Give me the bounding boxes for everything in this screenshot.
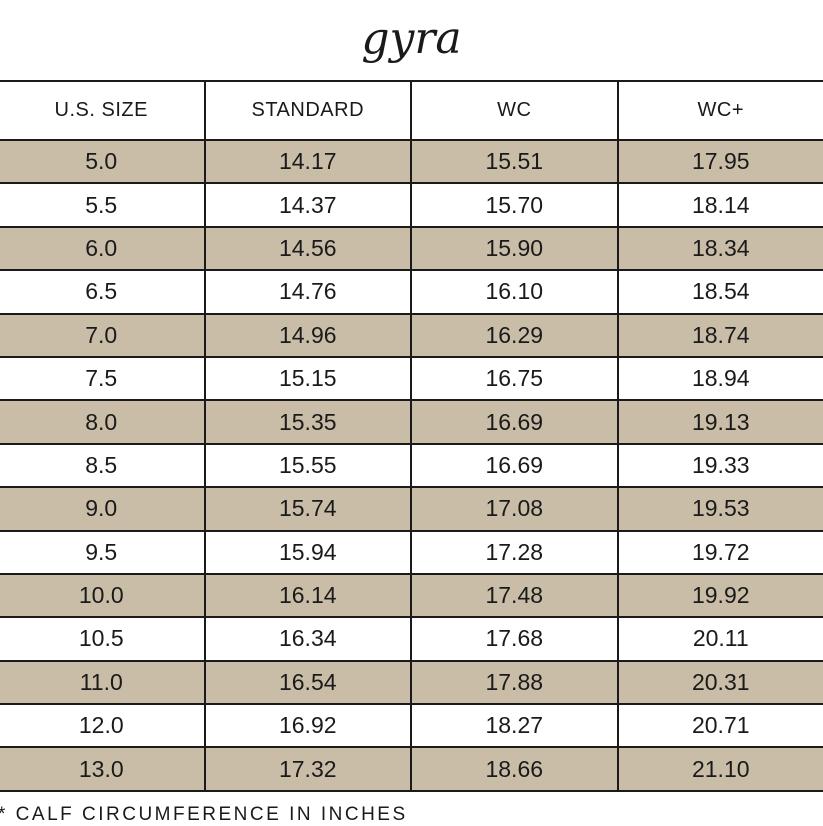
cell-wc-plus: 18.54 <box>618 270 823 313</box>
cell-us-size: 10.5 <box>0 617 205 660</box>
cell-us-size: 6.5 <box>0 270 205 313</box>
cell-standard: 16.92 <box>205 704 412 747</box>
cell-us-size: 9.5 <box>0 531 205 574</box>
cell-standard: 17.32 <box>205 747 412 790</box>
cell-standard: 15.15 <box>205 357 412 400</box>
table-header-row: U.S. SIZE STANDARD WC WC+ <box>0 81 823 140</box>
cell-us-size: 7.0 <box>0 314 205 357</box>
cell-wc: 15.90 <box>411 227 618 270</box>
cell-wc-plus: 18.14 <box>618 183 823 226</box>
cell-wc: 16.69 <box>411 400 618 443</box>
cell-standard: 15.55 <box>205 444 412 487</box>
header-standard: STANDARD <box>205 81 412 140</box>
cell-wc-plus: 21.10 <box>618 747 823 790</box>
header-wc: WC <box>411 81 618 140</box>
cell-wc: 18.27 <box>411 704 618 747</box>
size-chart-table: U.S. SIZE STANDARD WC WC+ 5.0 14.17 15.5… <box>0 80 823 792</box>
cell-us-size: 10.0 <box>0 574 205 617</box>
cell-standard: 16.54 <box>205 661 412 704</box>
cell-wc-plus: 20.31 <box>618 661 823 704</box>
table-row: 8.5 15.55 16.69 19.33 <box>0 444 823 487</box>
cell-wc: 16.75 <box>411 357 618 400</box>
cell-us-size: 13.0 <box>0 747 205 790</box>
table-row: 10.5 16.34 17.68 20.11 <box>0 617 823 660</box>
cell-wc: 16.69 <box>411 444 618 487</box>
cell-standard: 15.94 <box>205 531 412 574</box>
cell-wc: 15.70 <box>411 183 618 226</box>
cell-us-size: 5.5 <box>0 183 205 226</box>
cell-wc: 17.48 <box>411 574 618 617</box>
cell-standard: 16.34 <box>205 617 412 660</box>
cell-us-size: 9.0 <box>0 487 205 530</box>
cell-wc: 16.29 <box>411 314 618 357</box>
cell-us-size: 5.0 <box>0 140 205 183</box>
cell-standard: 14.76 <box>205 270 412 313</box>
table-row: 5.0 14.17 15.51 17.95 <box>0 140 823 183</box>
cell-standard: 14.96 <box>205 314 412 357</box>
cell-us-size: 7.5 <box>0 357 205 400</box>
cell-wc: 15.51 <box>411 140 618 183</box>
table-row: 10.0 16.14 17.48 19.92 <box>0 574 823 617</box>
cell-wc-plus: 19.53 <box>618 487 823 530</box>
cell-wc-plus: 20.71 <box>618 704 823 747</box>
brand-title: gyra <box>0 0 823 80</box>
cell-us-size: 8.0 <box>0 400 205 443</box>
cell-wc-plus: 19.33 <box>618 444 823 487</box>
cell-wc-plus: 18.94 <box>618 357 823 400</box>
table-row: 6.0 14.56 15.90 18.34 <box>0 227 823 270</box>
cell-wc-plus: 19.92 <box>618 574 823 617</box>
table-row: 6.5 14.76 16.10 18.54 <box>0 270 823 313</box>
cell-wc-plus: 18.34 <box>618 227 823 270</box>
table-row: 11.0 16.54 17.88 20.31 <box>0 661 823 704</box>
table-row: 5.5 14.37 15.70 18.14 <box>0 183 823 226</box>
cell-wc-plus: 20.11 <box>618 617 823 660</box>
cell-standard: 16.14 <box>205 574 412 617</box>
cell-standard: 14.17 <box>205 140 412 183</box>
header-wc-plus: WC+ <box>618 81 823 140</box>
cell-us-size: 11.0 <box>0 661 205 704</box>
table-row: 12.0 16.92 18.27 20.71 <box>0 704 823 747</box>
cell-wc-plus: 19.13 <box>618 400 823 443</box>
cell-wc: 17.88 <box>411 661 618 704</box>
table-row: 9.0 15.74 17.08 19.53 <box>0 487 823 530</box>
cell-us-size: 6.0 <box>0 227 205 270</box>
cell-standard: 14.37 <box>205 183 412 226</box>
cell-us-size: 8.5 <box>0 444 205 487</box>
cell-us-size: 12.0 <box>0 704 205 747</box>
cell-wc: 17.28 <box>411 531 618 574</box>
cell-standard: 14.56 <box>205 227 412 270</box>
table-row: 8.0 15.35 16.69 19.13 <box>0 400 823 443</box>
table-row: 13.0 17.32 18.66 21.10 <box>0 747 823 790</box>
cell-standard: 15.35 <box>205 400 412 443</box>
header-us-size: U.S. SIZE <box>0 81 205 140</box>
cell-wc-plus: 17.95 <box>618 140 823 183</box>
cell-wc: 17.08 <box>411 487 618 530</box>
cell-wc: 17.68 <box>411 617 618 660</box>
cell-wc-plus: 19.72 <box>618 531 823 574</box>
cell-wc: 16.10 <box>411 270 618 313</box>
table-row: 9.5 15.94 17.28 19.72 <box>0 531 823 574</box>
cell-wc: 18.66 <box>411 747 618 790</box>
cell-wc-plus: 18.74 <box>618 314 823 357</box>
table-row: 7.0 14.96 16.29 18.74 <box>0 314 823 357</box>
table-row: 7.5 15.15 16.75 18.94 <box>0 357 823 400</box>
cell-standard: 15.74 <box>205 487 412 530</box>
